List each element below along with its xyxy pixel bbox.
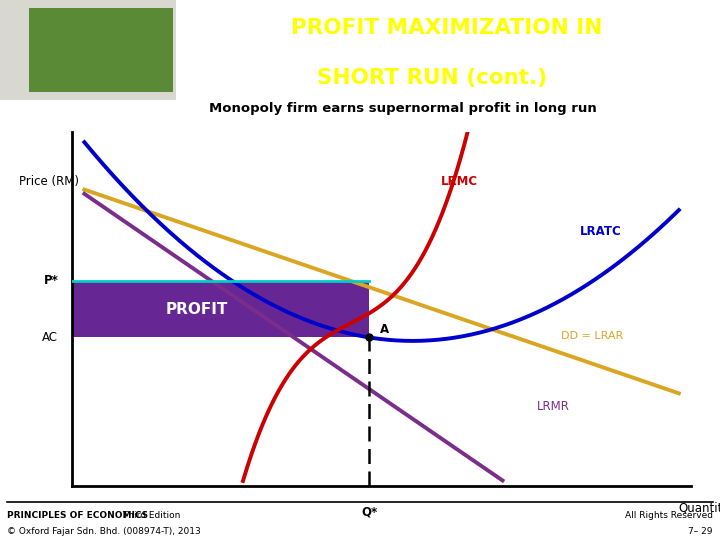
Text: Quantity: Quantity [678, 502, 720, 515]
Text: Price (RM): Price (RM) [19, 175, 79, 188]
Text: LRMC: LRMC [441, 176, 477, 188]
Text: All Rights Reserved: All Rights Reserved [625, 511, 713, 520]
Text: 7– 29: 7– 29 [688, 527, 713, 536]
Bar [29, 8, 173, 92]
Text: SHORT RUN (cont.): SHORT RUN (cont.) [317, 68, 547, 88]
Text: PRINCIPLES OF ECONOMICS: PRINCIPLES OF ECONOMICS [7, 511, 148, 520]
Text: © Oxford Fajar Sdn. Bhd. (008974-T), 2013: © Oxford Fajar Sdn. Bhd. (008974-T), 201… [7, 527, 201, 536]
Text: LRMR: LRMR [536, 400, 570, 413]
Text: DD = LRAR: DD = LRAR [561, 331, 624, 341]
Text: Third Edition: Third Edition [120, 511, 180, 520]
Text: PROFIT MAXIMIZATION IN: PROFIT MAXIMIZATION IN [291, 18, 602, 38]
Text: A monopoly firm earns
economic profits or
supernormal profit in the
long run due: A monopoly firm earns economic profits o… [188, 136, 323, 202]
Text: Q*: Q* [361, 505, 377, 518]
Text: LRATC: LRATC [580, 225, 621, 238]
Text: A: A [380, 323, 390, 336]
Bar [72, 281, 369, 338]
Text: P*: P* [43, 274, 58, 287]
Text: AC: AC [42, 331, 58, 344]
Text: PROFIT: PROFIT [166, 302, 228, 316]
Bar [0, 0, 176, 100]
Text: Monopoly firm earns supernormal profit in long run: Monopoly firm earns supernormal profit i… [210, 102, 597, 115]
